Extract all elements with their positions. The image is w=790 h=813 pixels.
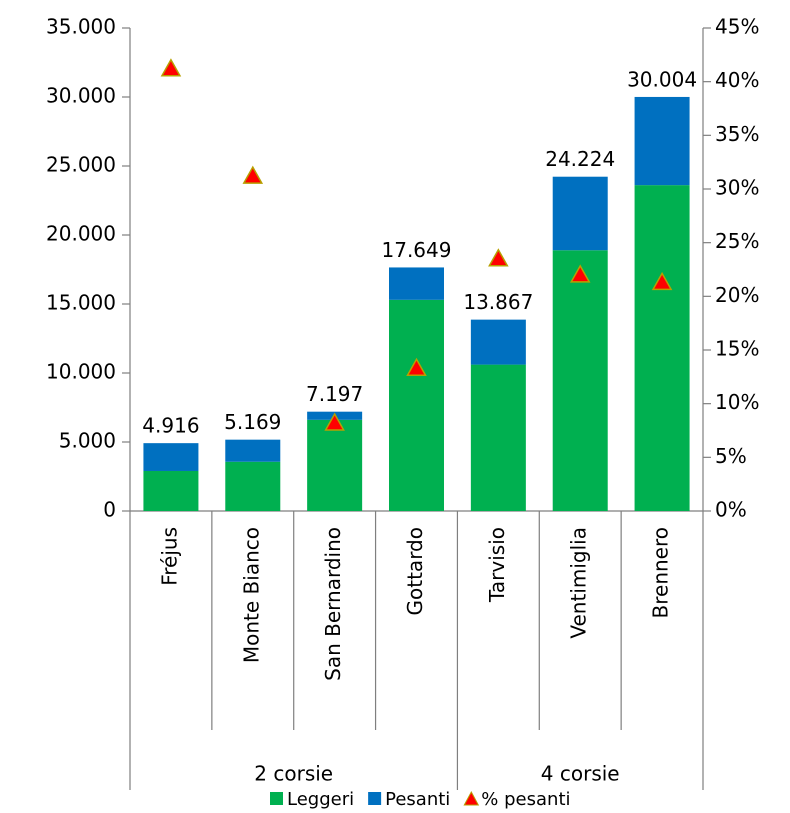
y-tick-label: 5.000 — [59, 429, 116, 453]
y-tick-label: 20.000 — [46, 222, 116, 246]
marker — [569, 264, 591, 283]
marker — [324, 412, 345, 431]
total-label: 13.867 — [463, 290, 533, 314]
x-tick-label: Fréjus — [157, 527, 181, 586]
y2-tick-label: 15% — [715, 337, 759, 361]
legend-marker — [463, 790, 480, 806]
bar-segment — [389, 299, 444, 511]
bar-segment — [634, 185, 690, 511]
total-label: 5.169 — [224, 410, 281, 434]
marker — [406, 357, 427, 376]
total-label: 4.916 — [142, 414, 199, 438]
y2-tick-label: 30% — [715, 176, 759, 200]
y-tick-label: 30.000 — [46, 84, 116, 108]
x-tick-label: San Bernardino — [321, 527, 345, 681]
y2-tick-label: 25% — [715, 229, 759, 253]
y2-tick-label: 45% — [715, 15, 759, 39]
marker — [242, 165, 264, 184]
legend-label: Leggeri — [287, 789, 354, 809]
y-tick-label: 25.000 — [46, 153, 116, 177]
bar-segment — [225, 461, 281, 511]
group-label: 4 corsie — [541, 762, 620, 786]
y2-tick-label: 40% — [715, 68, 759, 92]
y2-tick-label: 20% — [715, 283, 759, 307]
bar-segment — [143, 470, 199, 511]
total-label: 30.004 — [627, 67, 697, 91]
y-tick-label: 10.000 — [46, 360, 116, 384]
marker — [651, 271, 673, 291]
total-label: 17.649 — [382, 238, 452, 262]
group-label: 2 corsie — [254, 762, 333, 786]
x-tick-label: Tarvisio — [485, 527, 509, 603]
legend-label: Pesanti — [385, 789, 450, 809]
y-tick-label: 15.000 — [46, 291, 116, 315]
legend-swatch — [368, 792, 382, 805]
bar-segment — [552, 250, 608, 511]
bar-segment — [634, 96, 690, 186]
y-tick-label: 0 — [103, 498, 116, 522]
marker — [160, 58, 182, 77]
x-tick-label: Gottardo — [403, 527, 427, 615]
bar-segment — [552, 176, 608, 251]
bar-segment — [389, 267, 444, 300]
x-tick-label: Brennero — [649, 527, 673, 618]
y-tick-label: 35.000 — [46, 15, 116, 39]
y2-tick-label: 35% — [715, 122, 759, 146]
total-label: 7.197 — [306, 382, 363, 406]
legend-swatch — [270, 792, 283, 805]
bar-segment — [307, 419, 363, 511]
bar-segment — [470, 364, 526, 511]
bar-segment — [225, 439, 281, 462]
legend-label: % pesanti — [481, 789, 570, 809]
bar-segment — [143, 443, 199, 471]
y2-tick-label: 0% — [715, 498, 747, 522]
x-tick-label: Monte Bianco — [239, 527, 263, 663]
bar-segment — [470, 319, 526, 365]
y2-tick-label: 5% — [715, 444, 747, 468]
total-label: 24.224 — [545, 147, 615, 171]
marker — [488, 248, 509, 267]
x-tick-label: Ventimiglia — [567, 527, 591, 639]
y2-tick-label: 10% — [715, 390, 759, 414]
